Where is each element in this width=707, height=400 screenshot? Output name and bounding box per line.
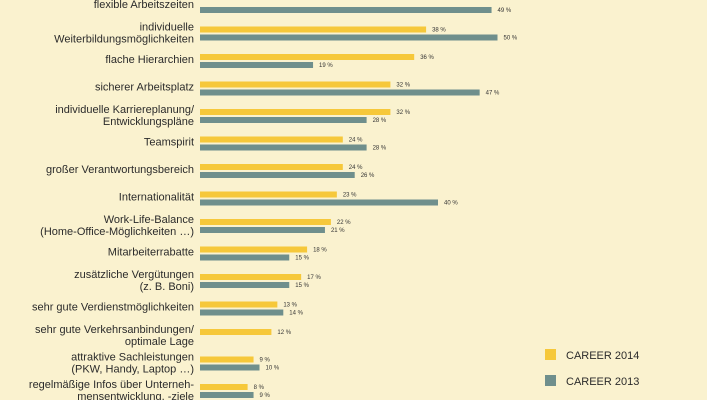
value-label: 26 % — [361, 173, 375, 179]
bar-2014 — [200, 329, 272, 335]
bar-2013 — [200, 282, 290, 288]
value-label: 18 % — [313, 248, 327, 254]
chart-row: Work-Life-Balance (Home-Office-Möglichkei… — [40, 214, 351, 238]
value-label: 24 % — [349, 138, 363, 144]
value-label: 9 % — [260, 358, 271, 364]
value-label: 9 % — [260, 393, 271, 399]
value-label: 28 % — [373, 146, 387, 152]
legend-item: CAREER 2014 — [545, 349, 639, 362]
category-label: Work-Life-Balance (Home-Office-Möglichkei… — [40, 214, 194, 238]
value-label: 15 % — [295, 283, 309, 289]
legend-item: CAREER 2013 — [545, 375, 639, 388]
value-label: 40 % — [444, 201, 458, 207]
chart-row: individuelle Karriereplanung/Entwicklung… — [55, 104, 411, 128]
chart-row: sehr gute Verdienstmöglichkeiten 13 % 14 % — [32, 301, 304, 317]
bar-2014 — [200, 191, 337, 198]
bar-2014 — [200, 219, 331, 225]
chart-row: Mitarbeiterrabatte 18 % 15 % — [108, 246, 327, 262]
value-label: 50 % — [504, 36, 518, 42]
value-label: 32 % — [396, 83, 410, 89]
chart-row: regelmäßige Infos über Unterneh-mensentw… — [29, 379, 271, 400]
bar-2013 — [200, 117, 367, 123]
bar-2014 — [200, 246, 308, 253]
bar-2013 — [200, 144, 367, 151]
value-label: 24 % — [349, 165, 363, 171]
legend-label: CAREER 2013 — [566, 376, 639, 388]
category-label: flexible Arbeitszeiten — [94, 0, 194, 11]
bar-2014 — [200, 384, 248, 390]
value-label: 28 % — [373, 118, 387, 124]
category-label: sehr gute Verkehrsanbindungen/optimale L… — [35, 324, 195, 348]
legend-swatch — [545, 375, 556, 386]
category-label: attraktive Sachleistungen (PKW, Handy, La… — [71, 352, 194, 376]
chart-row: sehr gute Verkehrsanbindungen/optimale L… — [35, 324, 292, 348]
category-label: sehr gute Verdienstmöglichkeiten — [32, 302, 194, 314]
value-label: 22 % — [337, 220, 351, 226]
category-label: regelmäßige Infos über Unterneh-mensentw… — [29, 379, 194, 400]
chart-row: großer Verantwortungsbereich 24 % 26 % — [46, 164, 375, 179]
bar-2013 — [200, 309, 284, 316]
legend-swatch — [545, 349, 556, 360]
bar-2014 — [200, 356, 254, 363]
chart-row: Teamspirit 24 % 28 % — [144, 136, 387, 152]
bar-2014 — [200, 274, 302, 280]
bar-2013 — [200, 364, 260, 371]
bar-2013 — [200, 199, 438, 206]
value-label: 32 % — [396, 110, 410, 116]
value-label: 13 % — [283, 303, 297, 309]
value-label: 14 % — [289, 311, 303, 317]
value-label: 36 % — [420, 55, 434, 61]
legend: CAREER 2014 CAREER 2013 — [545, 349, 639, 388]
chart-row: sicherer Arbeitsplatz 32 % 47 % — [95, 81, 500, 97]
bar-2013 — [200, 7, 492, 13]
bar-2013 — [200, 254, 290, 261]
category-label: Teamspirit — [144, 137, 194, 149]
chart-row: individuelle Weiterbildungsmöglichkeiten 3… — [54, 22, 518, 46]
chart-rows: flexible Arbeitszeiten 49 % individuelle We… — [29, 0, 518, 400]
value-label: 8 % — [254, 385, 265, 391]
bar-2014 — [200, 301, 278, 308]
legend-label: CAREER 2014 — [566, 350, 639, 362]
category-label: individuelle Karriereplanung/Entwicklung… — [55, 104, 195, 128]
bar-2014 — [200, 54, 415, 60]
value-label: 15 % — [295, 256, 309, 262]
value-label: 19 % — [319, 63, 333, 69]
value-label: 47 % — [486, 91, 500, 97]
value-label: 17 % — [307, 275, 321, 281]
chart-row: zusätzliche Vergütungen (z. B. Boni) 17 % 1… — [74, 269, 321, 293]
bar-2014 — [200, 26, 427, 33]
category-label: großer Verantwortungsbereich — [46, 164, 194, 176]
chart-row: flexible Arbeitszeiten 49 % — [94, 0, 512, 14]
bar-2013 — [200, 34, 498, 41]
value-label: 38 % — [432, 28, 446, 34]
bar-2014 — [200, 109, 391, 115]
bar-2013 — [200, 62, 314, 68]
category-label: individuelle Weiterbildungsmöglichkeiten — [54, 22, 194, 46]
bar-2013 — [200, 172, 355, 178]
value-label: 21 % — [331, 228, 345, 234]
value-label: 23 % — [343, 193, 357, 199]
bar-2014 — [200, 136, 343, 143]
bar-2013 — [200, 227, 325, 233]
value-label: 49 % — [498, 8, 512, 14]
category-label: flache Hierarchien — [105, 54, 194, 66]
category-label: zusätzliche Vergütungen (z. B. Boni) — [74, 269, 194, 293]
value-label: 12 % — [277, 330, 291, 336]
category-label: sicherer Arbeitsplatz — [95, 82, 194, 94]
bar-2013 — [200, 392, 254, 398]
chart-row: attraktive Sachleistungen (PKW, Handy, La… — [71, 352, 280, 376]
category-label: Mitarbeiterrabatte — [108, 247, 194, 259]
bar-2014 — [200, 164, 343, 170]
bar-2013 — [200, 89, 480, 96]
value-label: 10 % — [266, 366, 280, 372]
category-label: Internationalität — [119, 192, 194, 204]
chart-row: Internationalität 23 % 40 % — [119, 191, 458, 207]
chart-row: flache Hierarchien 36 % 19 % — [105, 54, 435, 69]
bar-2014 — [200, 81, 391, 88]
